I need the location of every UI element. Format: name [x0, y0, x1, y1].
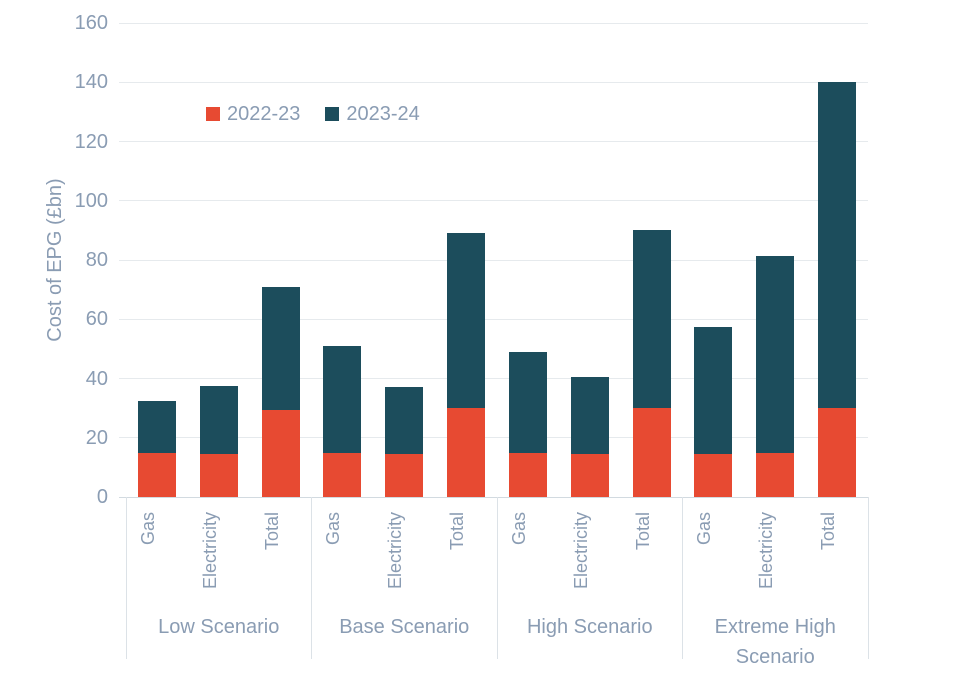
y-tick-label-20: 20: [85, 426, 108, 449]
bar-low-scenario-total-2023-24: [261, 286, 300, 410]
legend-item-2022-23: 2022-23: [206, 104, 300, 124]
bar-high-scenario-electricity-2022-23: [570, 454, 609, 497]
gridline-60: [119, 318, 868, 320]
bar-high-scenario-gas-2023-24: [508, 351, 547, 453]
bar-base-scenario-total-2023-24: [447, 233, 486, 409]
bar-extreme-high-scenario-electricity-2023-24: [756, 255, 795, 453]
x-group-label-base-scenario: Base Scenario: [339, 616, 470, 638]
bar-extreme-high-scenario-total-2023-24: [818, 82, 857, 409]
bar-base-scenario-gas-2022-23: [323, 452, 362, 497]
bar-base-scenario-total-2022-23: [447, 408, 486, 497]
gridline-160: [119, 22, 868, 24]
bar-low-scenario-electricity-2022-23: [199, 454, 238, 497]
category-axis-divider: [496, 497, 498, 659]
legend: 2022-23 2023-24: [206, 104, 420, 124]
legend-item-2023-24: 2023-24: [325, 103, 420, 125]
gridline-80: [119, 259, 868, 261]
legend-swatch-2022-23: [206, 107, 220, 121]
bar-extreme-high-scenario-total-2022-23: [818, 408, 857, 497]
category-axis-divider: [682, 497, 683, 659]
bar-low-scenario-gas-2023-24: [137, 400, 176, 453]
bar-base-scenario-electricity-2022-23: [385, 454, 424, 497]
gridline-140: [119, 81, 868, 83]
x-group-label-extreme-high-scenario: Extreme High Scenario: [714, 616, 836, 668]
bar-low-scenario-electricity-2023-24: [199, 385, 238, 455]
legend-label-2022-23: 2022-23: [227, 103, 301, 125]
x-group-label-low-scenario: Low Scenario: [158, 616, 280, 638]
y-tick-label-100: 100: [74, 189, 108, 212]
y-tick-label-160: 160: [74, 12, 108, 34]
gridline-100: [119, 200, 868, 202]
bar-extreme-high-scenario-electricity-2022-23: [756, 452, 795, 497]
y-tick-label-0: 0: [96, 486, 108, 508]
bar-high-scenario-gas-2022-23: [508, 452, 547, 497]
bar-extreme-high-scenario-gas-2022-23: [694, 454, 733, 497]
bar-low-scenario-gas-2022-23: [137, 452, 176, 497]
gridline-20: [119, 437, 868, 439]
y-tick-label-80: 80: [85, 249, 108, 271]
category-axis-divider: [125, 497, 127, 659]
bar-low-scenario-total-2022-23: [261, 409, 300, 497]
x-axis-line: [119, 496, 868, 498]
bar-high-scenario-total-2022-23: [632, 408, 671, 497]
x-group-label-high-scenario: High Scenario: [526, 616, 653, 638]
y-tick-label-40: 40: [85, 367, 108, 390]
y-tick-label-140: 140: [74, 71, 108, 94]
legend-label-2023-24: 2023-24: [346, 103, 420, 125]
bar-high-scenario-electricity-2023-24: [570, 377, 609, 455]
bar-base-scenario-electricity-2023-24: [385, 387, 424, 455]
y-tick-label-60: 60: [85, 308, 108, 331]
category-axis-divider: [311, 497, 312, 659]
category-axis-divider: [867, 497, 869, 659]
bar-extreme-high-scenario-gas-2023-24: [694, 326, 733, 455]
legend-swatch-2023-24: [325, 107, 340, 121]
bar-base-scenario-gas-2023-24: [323, 345, 362, 453]
y-tick-label-120: 120: [74, 130, 108, 153]
bar-high-scenario-total-2023-24: [632, 230, 671, 409]
gridline-40: [119, 378, 868, 379]
gridline-120: [119, 141, 868, 142]
